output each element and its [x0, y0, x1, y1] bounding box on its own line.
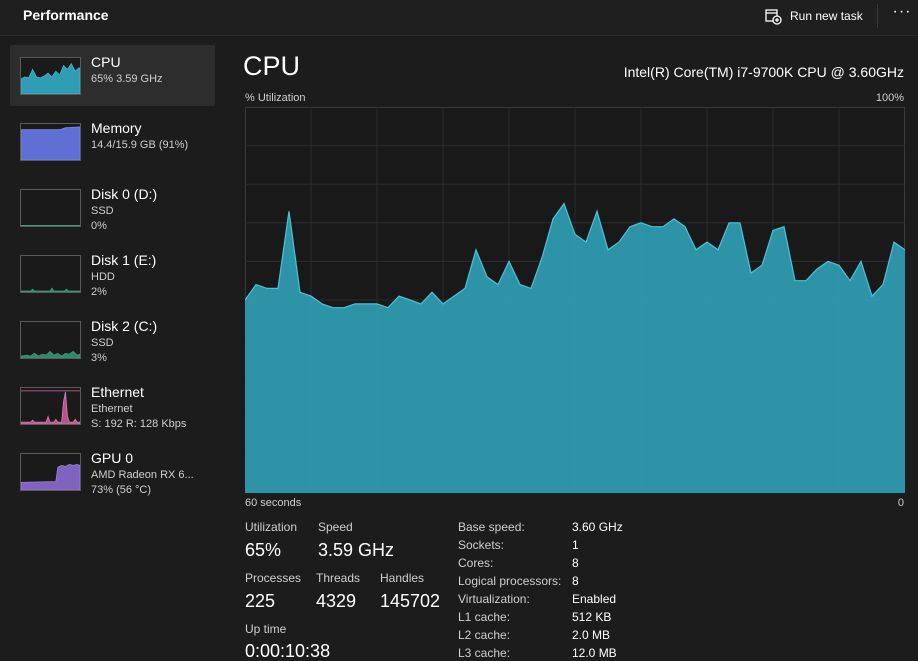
- utilization-value: 65%: [245, 540, 282, 560]
- sidebar: CPU 65% 3.59 GHz Memory 14.4/15.9 GB (91…: [0, 37, 222, 661]
- sidebar-item-cpu[interactable]: CPU 65% 3.59 GHz: [10, 45, 215, 106]
- speed-label: Speed: [318, 520, 353, 534]
- spec-key: L2 cache:: [458, 628, 511, 642]
- gpu-graph-thumbnail: [20, 453, 81, 491]
- spec-value: 8: [572, 556, 579, 570]
- sidebar-item-detail: 65% 3.59 GHz: [91, 73, 163, 85]
- cpu-utilization-graph: [245, 107, 905, 493]
- cpu-usage-line: [245, 202, 905, 309]
- sidebar-item-value: S: 192 R: 128 Kbps: [91, 418, 187, 430]
- processes-value: 225: [245, 591, 276, 611]
- sidebar-item-disk-2[interactable]: Disk 2 (C:) SSD 3%: [10, 309, 215, 370]
- spec-value: 2.0 MB: [572, 628, 611, 642]
- sidebar-item-label: GPU 0: [91, 450, 134, 466]
- header-bar: Performance Run new task ···: [0, 0, 918, 36]
- more-options-icon[interactable]: ···: [892, 3, 912, 20]
- sidebar-item-value: 73% (56 °C): [91, 484, 152, 496]
- sidebar-item-detail: AMD Radeon RX 6...: [91, 469, 194, 481]
- spec-key: Sockets:: [458, 538, 505, 552]
- run-new-task-label: Run new task: [790, 9, 863, 23]
- cpu-model-name: Intel(R) Core(TM) i7-9700K CPU @ 3.60GHz: [623, 64, 904, 80]
- sidebar-item-label: Disk 0 (D:): [91, 186, 158, 202]
- cpu-heading: CPU: [243, 51, 301, 81]
- time-axis-start-label: 60 seconds: [245, 497, 302, 509]
- spec-key: Logical processors:: [458, 574, 562, 588]
- threads-value: 4329: [316, 591, 357, 611]
- sidebar-item-gpu-0[interactable]: GPU 0 AMD Radeon RX 6... 73% (56 °C): [10, 441, 215, 502]
- memory-graph-thumbnail: [20, 123, 81, 161]
- spec-value: 3.60 GHz: [572, 520, 623, 534]
- spec-value: 12.0 MB: [572, 646, 617, 660]
- cpu-graph-thumbnail: [20, 57, 81, 95]
- threads-label: Threads: [316, 571, 361, 585]
- run-task-icon: [765, 9, 782, 25]
- page-title: Performance: [23, 7, 109, 23]
- sidebar-item-memory[interactable]: Memory 14.4/15.9 GB (91%): [10, 111, 215, 172]
- utilization-axis-label: % Utilization: [245, 92, 306, 104]
- header-divider: [877, 4, 878, 28]
- spec-key: Base speed:: [458, 520, 525, 534]
- sidebar-item-detail: 14.4/15.9 GB (91%): [91, 139, 189, 151]
- sidebar-item-disk-0[interactable]: Disk 0 (D:) SSD 0%: [10, 177, 215, 238]
- sidebar-item-label: Disk 2 (C:): [91, 318, 158, 334]
- sidebar-item-value: 2%: [91, 286, 107, 298]
- disk-2-graph-thumbnail: [20, 321, 81, 359]
- sidebar-item-disk-1[interactable]: Disk 1 (E:) HDD 2%: [10, 243, 215, 304]
- sidebar-item-label: Disk 1 (E:): [91, 252, 157, 268]
- spec-value: 1: [572, 538, 579, 552]
- cpu-usage-area: [245, 203, 905, 493]
- spec-key: L1 cache:: [458, 610, 511, 624]
- utilization-max-label: 100%: [875, 92, 904, 104]
- spec-value: 8: [572, 574, 579, 588]
- cpu-utilization-chart: [245, 107, 905, 493]
- run-new-task-button[interactable]: Run new task: [764, 5, 863, 27]
- cpu-detail-panel: CPU Intel(R) Core(TM) i7-9700K CPU @ 3.6…: [222, 37, 918, 661]
- ethernet-graph-thumbnail: [20, 387, 81, 425]
- uptime-value: 0:00:10:38: [245, 641, 331, 661]
- disk-0-graph-thumbnail: [20, 189, 81, 227]
- handles-value: 145702: [380, 591, 441, 611]
- spec-key: Cores:: [458, 556, 494, 570]
- sidebar-item-label: Memory: [91, 120, 142, 136]
- utilization-label: Utilization: [245, 520, 298, 534]
- spec-key: L3 cache:: [458, 646, 511, 660]
- time-axis-end-label: 0: [897, 497, 904, 509]
- speed-value: 3.59 GHz: [318, 540, 395, 560]
- disk-1-graph-thumbnail: [20, 255, 81, 293]
- sidebar-item-detail: SSD: [91, 205, 114, 217]
- spec-value: Enabled: [572, 592, 617, 606]
- sidebar-item-detail: SSD: [91, 337, 114, 349]
- sidebar-item-ethernet[interactable]: Ethernet Ethernet S: 192 R: 128 Kbps: [10, 375, 215, 436]
- uptime-label: Up time: [245, 622, 287, 636]
- spec-value: 512 KB: [572, 610, 612, 624]
- sidebar-item-value: 3%: [91, 352, 107, 364]
- sidebar-item-detail: HDD: [91, 271, 115, 283]
- handles-label: Handles: [380, 571, 425, 585]
- sidebar-item-detail: Ethernet: [91, 403, 133, 415]
- sidebar-item-label: Ethernet: [91, 384, 144, 400]
- sidebar-item-label: CPU: [91, 54, 121, 70]
- sidebar-item-value: 0%: [91, 220, 107, 232]
- processes-label: Processes: [245, 571, 302, 585]
- spec-key: Virtualization:: [458, 592, 530, 606]
